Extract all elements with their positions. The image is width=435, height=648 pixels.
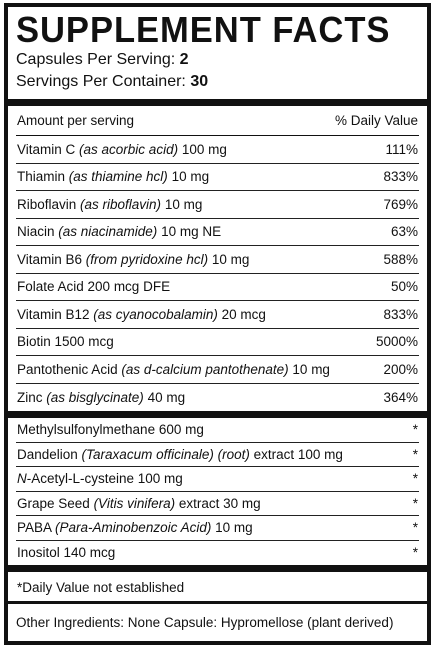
daily-value: * — [412, 446, 418, 462]
nutrient-row: Vitamin C (as acorbic acid) 100 mg 111% — [16, 136, 419, 164]
nutrient-row: N-Acetyl-L-cysteine 100 mg * — [16, 467, 419, 492]
amount-per-serving-header: Amount per serving — [17, 113, 135, 128]
nutrient-name: Pantothenic Acid (as d-calcium pantothen… — [17, 361, 330, 377]
thick-divider — [8, 565, 427, 572]
capsules-label: Capsules Per Serving: — [16, 51, 180, 68]
nutrient-row: Inositol 140 mcg * — [16, 541, 419, 566]
servings-per-container: Servings Per Container: 30 — [16, 71, 419, 93]
vitamin-list: Vitamin C (as acorbic acid) 100 mg 111% Th… — [16, 136, 419, 411]
nutrient-row: Biotin 1500 mcg 5000% — [16, 329, 419, 356]
nutrient-row: Methylsulfonylmethane 600 mg * — [16, 418, 419, 443]
thick-divider — [8, 99, 427, 106]
column-header: Amount per serving % Daily Value — [16, 106, 419, 136]
daily-value: 364% — [383, 389, 418, 405]
nutrient-name: Vitamin B6 (from pyridoxine hcl) 10 mg — [17, 251, 250, 267]
servings-label: Servings Per Container: — [16, 73, 191, 90]
nutrient-row: Vitamin B6 (from pyridoxine hcl) 10 mg 58… — [16, 246, 419, 274]
capsules-value: 2 — [179, 51, 189, 68]
nutrient-row: PABA (Para-Aminobenzoic Acid) 10 mg * — [16, 516, 419, 541]
nutrient-name: Folate Acid 200 mcg DFE — [17, 279, 171, 295]
nutrient-row: Niacin (as niacinamide) 10 mg NE 63% — [16, 219, 419, 246]
nutrient-name: Vitamin B12 (as cyanocobalamin) 20 mcg — [17, 306, 266, 322]
nutrient-name: Thiamin (as thiamine hcl) 10 mg — [17, 169, 210, 185]
daily-value: * — [412, 471, 418, 487]
daily-value: * — [412, 422, 418, 438]
nutrient-row: Grape Seed (Vitis vinifera) extract 30 m… — [16, 492, 419, 516]
nutrient-row: Folate Acid 200 mcg DFE 50% — [16, 274, 419, 301]
nutrient-name: N-Acetyl-L-cysteine 100 mg — [17, 471, 183, 487]
capsules-per-serving: Capsules Per Serving: 2 — [16, 49, 419, 71]
daily-value: 588% — [383, 251, 418, 267]
nutrient-name: PABA (Para-Aminobenzoic Acid) 10 mg — [17, 520, 253, 536]
daily-value: 111% — [385, 141, 418, 157]
daily-value: 63% — [390, 224, 418, 240]
other-ingredient-list: Methylsulfonylmethane 600 mg * Dandelion (… — [16, 418, 419, 565]
thick-divider — [8, 411, 427, 418]
footnote: *Daily Value not established — [17, 580, 185, 595]
nutrient-row: Dandelion (Taraxacum officinale) (root) … — [16, 443, 419, 467]
nutrient-row: Zinc (as bisglycinate) 40 mg 364% — [16, 384, 419, 412]
nutrient-row: Vitamin B12 (as cyanocobalamin) 20 mcg 83… — [16, 301, 419, 329]
nutrient-name: Inositol 140 mcg — [17, 545, 116, 561]
nutrient-row: Pantothenic Acid (as d-calcium pantothen… — [16, 356, 419, 384]
nutrient-name: Dandelion (Taraxacum officinale) (root) … — [17, 446, 343, 462]
nutrient-name: Biotin 1500 mcg — [17, 334, 114, 350]
panel-content: SUPPLEMENT FACTS Capsules Per Serving: 2… — [8, 7, 427, 603]
daily-value: * — [412, 495, 418, 511]
daily-value: 5000% — [375, 334, 418, 350]
other-ingredients: Other Ingredients: None Capsule: Hyprome… — [8, 601, 427, 641]
daily-value: * — [412, 545, 418, 561]
nutrient-row: Thiamin (as thiamine hcl) 10 mg 833% — [16, 164, 419, 191]
nutrient-name: Vitamin C (as acorbic acid) 100 mg — [17, 141, 227, 157]
daily-value: 833% — [383, 306, 418, 322]
nutrient-row: Riboflavin (as riboflavin) 10 mg 769% — [16, 191, 419, 219]
supplement-facts-panel: SUPPLEMENT FACTS Capsules Per Serving: 2… — [4, 3, 431, 645]
panel-title: SUPPLEMENT FACTS — [16, 9, 391, 50]
nutrient-name: Grape Seed (Vitis vinifera) extract 30 m… — [17, 495, 261, 511]
daily-value: * — [412, 520, 418, 536]
daily-value: 833% — [383, 169, 418, 185]
nutrient-name: Methylsulfonylmethane 600 mg — [17, 422, 204, 438]
nutrient-name: Niacin (as niacinamide) 10 mg NE — [17, 224, 222, 240]
daily-value-header: % Daily Value — [334, 113, 418, 128]
nutrient-name: Zinc (as bisglycinate) 40 mg — [17, 389, 186, 405]
daily-value: 50% — [390, 279, 418, 295]
servings-value: 30 — [190, 73, 209, 90]
nutrient-name: Riboflavin (as riboflavin) 10 mg — [17, 196, 203, 212]
daily-value: 200% — [383, 361, 418, 377]
daily-value: 769% — [383, 196, 418, 212]
